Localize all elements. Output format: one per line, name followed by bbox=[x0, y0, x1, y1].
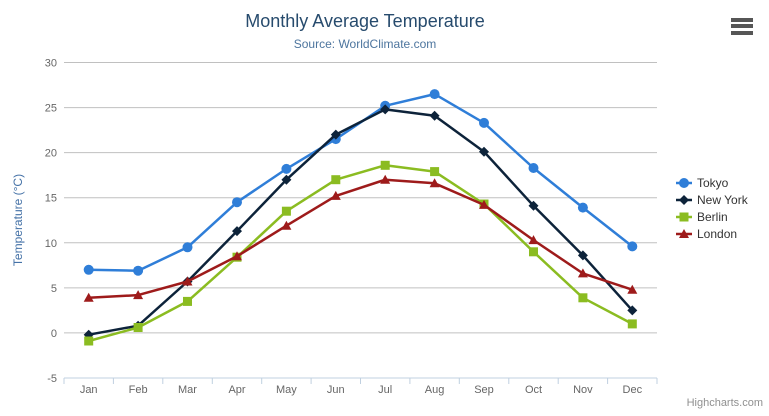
svg-text:Oct: Oct bbox=[525, 384, 542, 396]
chart-subtitle: Source: WorldClimate.com bbox=[293, 37, 437, 51]
svg-text:Tokyo: Tokyo bbox=[697, 176, 729, 190]
y-axis-title: Temperature (°C) bbox=[11, 174, 25, 266]
credits-link[interactable]: Highcharts.com bbox=[686, 397, 763, 409]
series-london[interactable] bbox=[83, 174, 638, 302]
legend: Tokyo New York Berlin London bbox=[676, 176, 749, 241]
y-axis-labels: -5 0 5 10 15 20 25 30 bbox=[45, 58, 57, 386]
series-new-york[interactable] bbox=[83, 104, 638, 340]
svg-text:-5: -5 bbox=[47, 373, 57, 385]
svg-text:20: 20 bbox=[45, 148, 57, 160]
svg-text:Mar: Mar bbox=[178, 384, 197, 396]
series-tokyo[interactable] bbox=[83, 89, 638, 276]
legend-item-london[interactable]: London bbox=[676, 227, 737, 241]
svg-text:15: 15 bbox=[45, 193, 57, 205]
svg-text:Berlin: Berlin bbox=[697, 210, 728, 224]
svg-text:Aug: Aug bbox=[425, 384, 445, 396]
svg-text:Dec: Dec bbox=[623, 384, 643, 396]
svg-text:Apr: Apr bbox=[228, 384, 245, 396]
legend-item-berlin[interactable]: Berlin bbox=[676, 210, 728, 224]
svg-text:25: 25 bbox=[45, 103, 57, 115]
svg-text:May: May bbox=[276, 384, 297, 396]
svg-text:London: London bbox=[697, 227, 737, 241]
svg-text:Nov: Nov bbox=[573, 384, 593, 396]
hamburger-icon bbox=[731, 17, 753, 35]
svg-text:30: 30 bbox=[45, 58, 57, 70]
x-axis-labels: Jan Feb Mar Apr May Jun Jul Aug Sep Oct Nov Dec bbox=[80, 384, 643, 396]
legend-item-tokyo[interactable]: Tokyo bbox=[676, 176, 729, 190]
svg-text:Jan: Jan bbox=[80, 384, 98, 396]
chart-context-menu-button[interactable] bbox=[730, 16, 754, 36]
series-berlin[interactable] bbox=[84, 160, 637, 346]
svg-text:Jul: Jul bbox=[378, 384, 392, 396]
x-axis-ticks bbox=[63, 378, 658, 384]
page-title: Monthly Average Temperature bbox=[245, 11, 485, 31]
svg-text:0: 0 bbox=[51, 328, 57, 340]
svg-text:Feb: Feb bbox=[129, 384, 148, 396]
svg-text:New York: New York bbox=[697, 193, 749, 207]
svg-text:5: 5 bbox=[51, 283, 57, 295]
y-gridlines bbox=[64, 62, 657, 379]
legend-item-new-york[interactable]: New York bbox=[676, 193, 749, 207]
svg-text:Jun: Jun bbox=[327, 384, 345, 396]
svg-text:Sep: Sep bbox=[474, 384, 494, 396]
svg-text:10: 10 bbox=[45, 238, 57, 250]
